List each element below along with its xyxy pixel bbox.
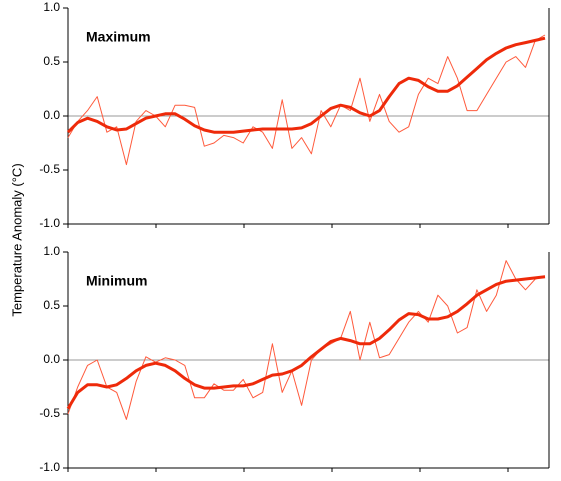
y-tick-label: -1.0 <box>39 216 60 230</box>
y-axis-label: Temperature Anomaly (°C) <box>9 163 24 316</box>
data-line <box>66 275 546 410</box>
y-tick-label: 0.5 <box>43 298 60 312</box>
data-line <box>67 260 546 420</box>
y-tick-label: 0.0 <box>43 108 60 122</box>
y-tick-label: 1.0 <box>43 0 60 14</box>
y-tick-label: 1.0 <box>43 244 60 258</box>
y-tick-label: -0.5 <box>39 406 60 420</box>
y-tick-label: 0.0 <box>43 352 60 366</box>
data-line <box>67 34 546 166</box>
y-tick-label: -1.0 <box>39 460 60 474</box>
panel-title: Maximum <box>86 29 151 45</box>
y-tick-label: -0.5 <box>39 162 60 176</box>
y-tick-label: 0.5 <box>43 54 60 68</box>
data-line <box>66 36 546 134</box>
panel-title: Minimum <box>86 273 147 289</box>
